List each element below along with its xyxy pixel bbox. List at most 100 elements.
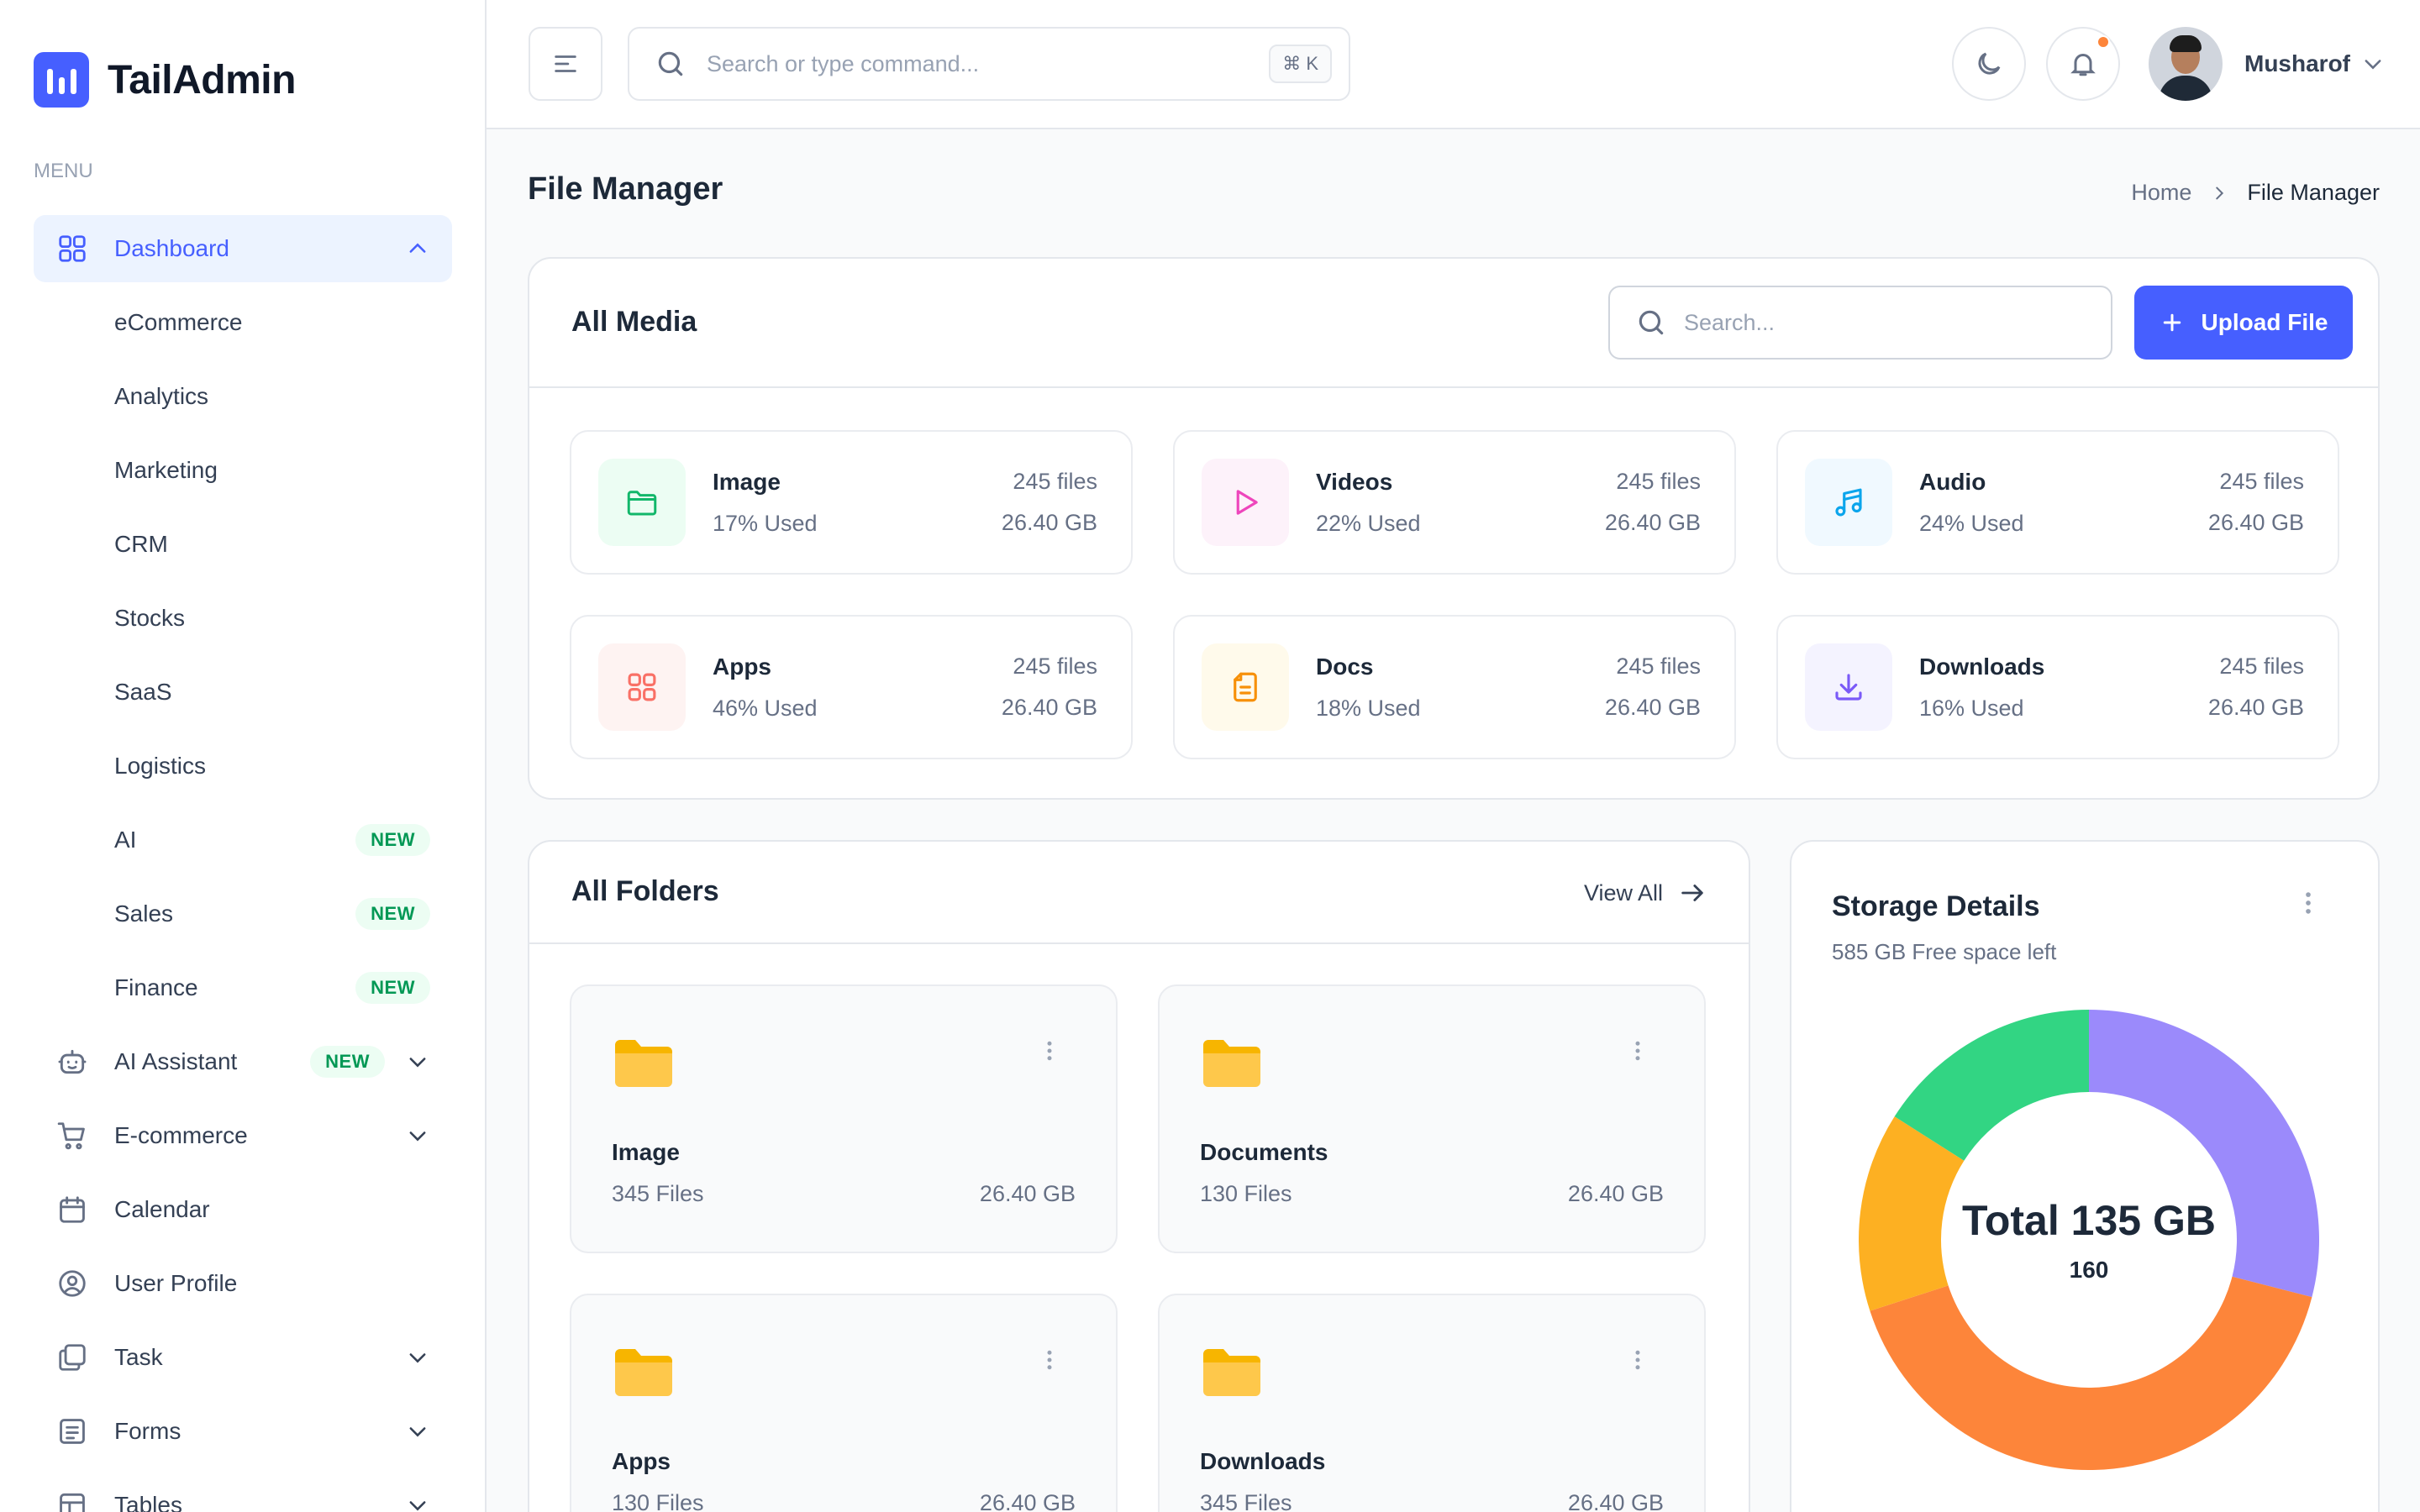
sidebar-item-label: AI Assistant (114, 1048, 238, 1074)
media-name: Videos (1316, 468, 1393, 495)
sidebar-subitem-analytics[interactable]: Analytics (34, 363, 452, 430)
chevron-down-icon (2360, 51, 2386, 76)
sidebar-subitem-saas[interactable]: SaaS (34, 659, 452, 726)
sidebar-subitem-sales[interactable]: Sales NEW (34, 880, 452, 948)
sidebar-item-label: Tables (114, 1492, 182, 1512)
media-meta: 245 files 26.40 GB (1002, 469, 1097, 536)
folder-card-image[interactable]: Image 345 Files 26.40 GB (570, 984, 1118, 1253)
card-header: All Folders View All (529, 842, 1749, 944)
upload-file-button[interactable]: Upload File (2134, 286, 2353, 360)
sidebar-item-label: AI (114, 827, 137, 853)
chevron-down-icon (405, 1345, 430, 1370)
media-name: Docs (1316, 653, 1374, 680)
sidebar-item-dashboard[interactable]: Dashboard (34, 215, 452, 282)
folder-count: 130 Files (1200, 1181, 1292, 1206)
sidebar-item-user-profile[interactable]: User Profile (34, 1250, 452, 1317)
breadcrumb-current: File Manager (2247, 180, 2380, 205)
media-info: Audio 24% Used (1919, 469, 2208, 537)
more-options-button[interactable] (2294, 889, 2323, 921)
sidebar-item-label: E-commerce (114, 1122, 248, 1148)
page-title: File Manager (528, 171, 723, 207)
donut-count-label: 160 (2069, 1257, 2109, 1283)
dots-vertical-icon[interactable] (1037, 1346, 1062, 1378)
media-item-videos[interactable]: Videos 22% Used 245 files 26.40 GB (1173, 430, 1736, 575)
sidebar-item-label: SaaS (114, 679, 172, 705)
dots-vertical-icon (2306, 892, 2311, 914)
table-icon (55, 1488, 89, 1512)
avatar (2149, 27, 2223, 101)
folder-name: Downloads (1200, 1448, 1326, 1474)
folder-card-apps[interactable]: Apps 130 Files 26.40 GB (570, 1294, 1118, 1512)
new-badge: NEW (355, 898, 430, 930)
sidebar-subitem-finance[interactable]: Finance NEW (34, 954, 452, 1021)
brand[interactable]: TailAdmin (34, 52, 296, 108)
upload-label: Upload File (2201, 309, 2328, 335)
sidebar-nav: Dashboard eCommerce Analytics Marketing CRM… (34, 215, 452, 1512)
folder-card-documents[interactable]: Documents 130 Files 26.40 GB (1158, 984, 1706, 1253)
media-item-apps[interactable]: Apps 46% Used 245 files 26.40 GB (570, 615, 1133, 759)
dots-vertical-icon[interactable] (1625, 1346, 1650, 1378)
sidebar-item-label: eCommerce (114, 309, 243, 335)
sidebar-item-calendar[interactable]: Calendar (34, 1176, 452, 1243)
chevron-down-icon (405, 1419, 430, 1444)
sidebar-subitem-stocks[interactable]: Stocks (34, 585, 452, 652)
media-size: 26.40 GB (2207, 510, 2304, 535)
chevron-down-icon (405, 1493, 430, 1512)
media-item-audio[interactable]: Audio 24% Used 245 files 26.40 GB (1776, 430, 2339, 575)
notification-dot (2096, 35, 2110, 49)
media-used: 17% Used (713, 510, 818, 536)
sidebar-subitem-ecommerce[interactable]: eCommerce (34, 289, 452, 356)
media-item-downloads[interactable]: Downloads 16% Used 245 files 26.40 GB (1776, 615, 2339, 759)
sidebar-subitem-logistics[interactable]: Logistics (34, 732, 452, 800)
sidebar-item-label: Logistics (114, 753, 206, 779)
dots-vertical-icon[interactable] (1037, 1037, 1062, 1069)
search-icon (658, 51, 683, 76)
storage-donut-chart (1859, 1010, 2319, 1470)
sidebar-item-e-commerce[interactable]: E-commerce (34, 1102, 452, 1169)
sidebar-item-label: Analytics (114, 383, 209, 409)
folder-size: 26.40 GB (979, 1181, 1076, 1206)
folder-name: Documents (1200, 1139, 1328, 1165)
media-meta: 245 files 26.40 GB (1605, 469, 1701, 536)
folder-size: 26.40 GB (979, 1490, 1076, 1512)
donut-center: Total 135 GB 160 (1859, 1010, 2319, 1470)
media-search-input[interactable]: Search... (1608, 286, 2112, 360)
global-search-input[interactable]: Search or type command... ⌘ K (628, 27, 1350, 101)
sidebar-item-label: Sales (114, 900, 174, 927)
search-placeholder: Search... (1684, 309, 1776, 335)
sidebar-item-tables[interactable]: Tables (34, 1472, 452, 1512)
sidebar-subitem-ai[interactable]: AI NEW (34, 806, 452, 874)
media-files: 245 files (1013, 654, 1097, 679)
view-all-link[interactable]: View All (1584, 879, 1707, 907)
sidebar-item-task[interactable]: Task (34, 1324, 452, 1391)
notifications-button[interactable] (2046, 27, 2120, 101)
media-used: 16% Used (1919, 695, 2024, 721)
media-item-image[interactable]: Image 17% Used 245 files 26.40 GB (570, 430, 1133, 575)
media-used: 22% Used (1316, 510, 1421, 536)
moon-icon (1978, 52, 2001, 75)
card-header: All Media Search... Upload File (529, 259, 2378, 388)
user-menu[interactable]: Musharof (2149, 27, 2386, 101)
theme-toggle-button[interactable] (1952, 27, 2026, 101)
folder-card-downloads[interactable]: Downloads 345 Files 26.40 GB (1158, 1294, 1706, 1512)
sidebar-subitem-marketing[interactable]: Marketing (34, 437, 452, 504)
menu-toggle-button[interactable] (529, 27, 602, 101)
chevron-down-icon (405, 1049, 430, 1074)
menu-label: MENU (34, 160, 93, 182)
media-name: Image (713, 468, 781, 495)
sidebar-item-forms[interactable]: Forms (34, 1398, 452, 1465)
plus-icon (2160, 310, 2185, 335)
sidebar-item-ai-assistant[interactable]: AI Assistant NEW (34, 1028, 452, 1095)
folder-icon (598, 459, 686, 546)
media-info: Downloads 16% Used (1919, 654, 2208, 722)
dots-vertical-icon[interactable] (1625, 1037, 1650, 1069)
media-item-docs[interactable]: Docs 18% Used 245 files 26.40 GB (1173, 615, 1736, 759)
all-folders-card: All Folders View All Image 345 Files 26.40… (528, 840, 1750, 1512)
arrow-right-icon (1678, 879, 1707, 907)
folder-icon (1200, 1346, 1264, 1402)
media-files: 245 files (2219, 654, 2304, 679)
breadcrumb-home[interactable]: Home (2131, 180, 2192, 205)
task-icon (55, 1341, 89, 1374)
sidebar-subitem-crm[interactable]: CRM (34, 511, 452, 578)
media-files: 245 files (2219, 469, 2304, 494)
